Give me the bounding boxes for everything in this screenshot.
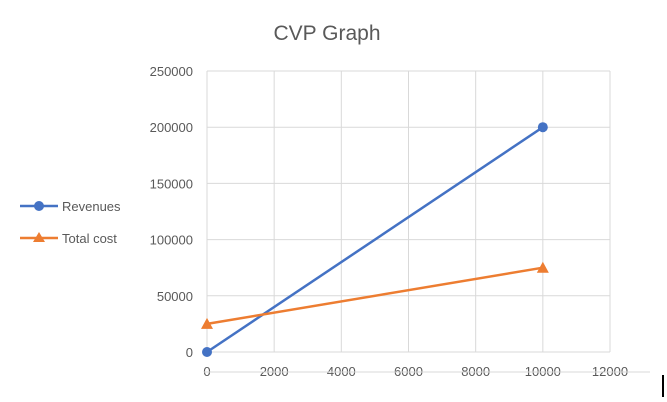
legend: Revenues Total cost <box>20 199 121 246</box>
series-layer <box>201 122 549 357</box>
y-tick-label: 250000 <box>150 64 193 79</box>
y-tick-label: 100000 <box>150 233 193 248</box>
legend-marker-total-cost <box>33 232 45 242</box>
y-tick-label: 0 <box>186 345 193 360</box>
y-tick-label: 200000 <box>150 120 193 135</box>
legend-label-revenues: Revenues <box>62 199 121 214</box>
legend-label-total-cost: Total cost <box>62 231 117 246</box>
legend-item-total-cost: Total cost <box>20 231 117 246</box>
legend-item-revenues: Revenues <box>20 199 121 214</box>
data-point-total-cost <box>536 261 549 273</box>
cursor-mark <box>662 375 664 397</box>
gridlines <box>206 70 611 353</box>
data-point-total-cost <box>201 317 213 329</box>
chart-title: CVP Graph <box>274 22 381 45</box>
legend-marker-revenues <box>34 201 44 211</box>
data-point-revenues <box>537 122 548 133</box>
tick-labels: 0200040006000800010000120000500001000001… <box>150 64 628 379</box>
y-tick-label: 50000 <box>157 289 193 304</box>
y-tick-label: 150000 <box>150 176 193 191</box>
series-line-total-cost <box>206 266 544 326</box>
data-point-revenues <box>202 347 212 357</box>
